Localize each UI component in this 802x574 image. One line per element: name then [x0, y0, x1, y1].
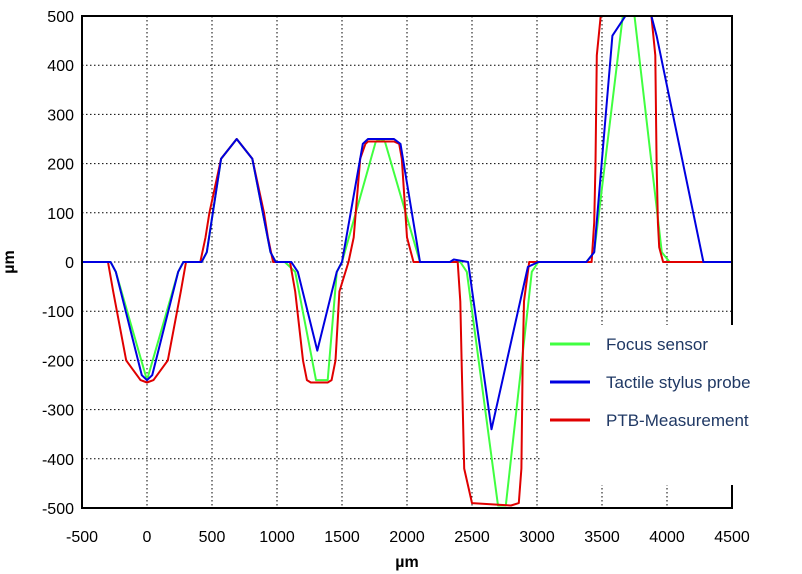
series-line-ptb-measurement [81, 15, 733, 507]
x-tick-label: 4000 [649, 529, 685, 546]
x-tick-label: 3500 [584, 529, 620, 546]
y-tick-label: 300 [47, 107, 74, 124]
y-tick-label: -400 [42, 452, 74, 469]
x-tick-label: 2000 [389, 529, 425, 546]
x-tick-labels: -500 0 500 1000 1500 2000 2500 3000 3500 4000 4500 [66, 529, 750, 546]
y-tick-label: 400 [47, 58, 74, 75]
x-axis-title: µm [395, 554, 418, 571]
legend-label: PTB-Measurement [606, 411, 749, 430]
legend: Focus sensor Tactile stylus probe PTB-Meas… [540, 325, 802, 485]
x-tick-label: 4500 [714, 529, 750, 546]
y-tick-label: 0 [65, 255, 74, 272]
legend-box [540, 325, 802, 485]
plot-frame [81, 15, 733, 509]
x-tick-label: 3000 [519, 529, 555, 546]
series-lines [81, 15, 733, 507]
series-line-tactile-stylus-probe [81, 15, 733, 431]
y-tick-labels: 500 400 300 200 100 0 -100 -200 -300 -400 -500 [42, 9, 74, 518]
y-tick-label: 100 [47, 206, 74, 223]
x-tick-label: 2500 [454, 529, 490, 546]
x-tick-label: 0 [143, 529, 152, 546]
x-tick-label: 1000 [259, 529, 295, 546]
legend-label: Tactile stylus probe [606, 373, 751, 392]
y-tick-label: -200 [42, 353, 74, 370]
y-tick-label: -100 [42, 304, 74, 321]
legend-label: Focus sensor [606, 335, 708, 354]
x-tick-label: -500 [66, 529, 98, 546]
x-tick-label: 500 [199, 529, 226, 546]
y-tick-label: -300 [42, 403, 74, 420]
y-axis-title: µm [1, 250, 18, 273]
y-tick-label: 200 [47, 157, 74, 174]
x-tick-label: 1500 [324, 529, 360, 546]
y-tick-label: 500 [47, 9, 74, 26]
y-tick-label: -500 [42, 501, 74, 518]
grid [81, 15, 733, 509]
